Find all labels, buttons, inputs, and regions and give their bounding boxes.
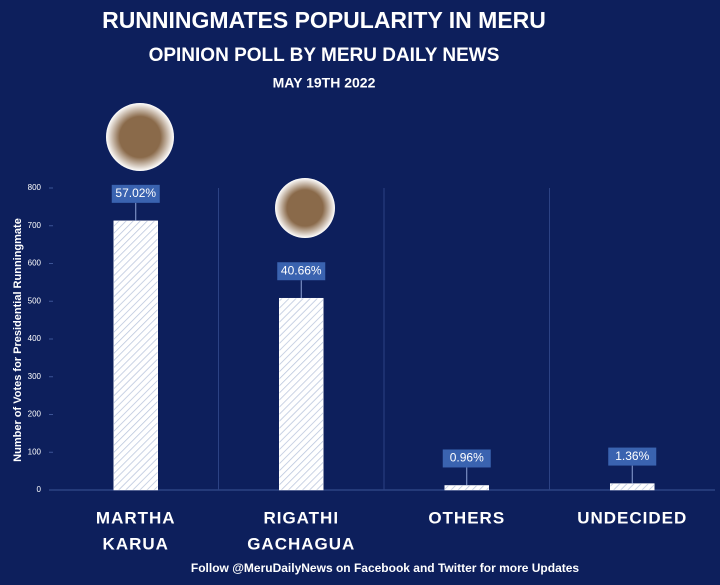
footer: Follow @MeruDailyNews on Facebook and Tw…	[191, 561, 580, 575]
chart-subtitle: OPINION POLL BY MERU DAILY NEWS	[149, 45, 500, 66]
bar	[279, 297, 324, 491]
y-tick-label: 700	[28, 221, 42, 230]
value-label-box	[442, 449, 491, 468]
portrait	[275, 178, 335, 238]
x-tick-label: RIGATHI	[263, 508, 339, 527]
value-label: 40.66%	[281, 263, 322, 277]
y-tick-label: 600	[28, 259, 42, 268]
bar	[610, 483, 655, 491]
y-axis-label: Number of Votes for Presidential Running…	[12, 218, 24, 462]
value-label: 57.02%	[115, 186, 156, 200]
x-tick-label: OTHERS	[428, 508, 505, 527]
value-label: 0.96%	[450, 451, 484, 465]
y-tick-label: 0	[37, 485, 42, 494]
value-label-box	[111, 184, 160, 203]
bar	[113, 220, 158, 491]
y-tick-label: 500	[28, 296, 42, 305]
x-tick-label: KARUA	[103, 534, 169, 553]
value-label-box	[608, 447, 657, 466]
chart-title: RUNNINGMATES POPULARITY IN MERU	[102, 7, 546, 33]
x-tick-label: GACHAGUA	[247, 534, 355, 553]
y-tick-label: 200	[28, 410, 42, 419]
y-tick-label: 400	[28, 334, 42, 343]
chart-date: MAY 19TH 2022	[273, 75, 376, 91]
x-tick-label: UNDECIDED	[577, 508, 687, 527]
bar	[444, 485, 489, 491]
value-label-box	[277, 262, 326, 281]
y-tick-label: 100	[28, 447, 42, 456]
y-tick-label: 800	[28, 183, 42, 192]
x-tick-label: MARTHA	[96, 508, 176, 527]
portrait	[106, 103, 174, 171]
y-tick-label: 300	[28, 372, 42, 381]
value-label: 1.36%	[615, 449, 649, 463]
